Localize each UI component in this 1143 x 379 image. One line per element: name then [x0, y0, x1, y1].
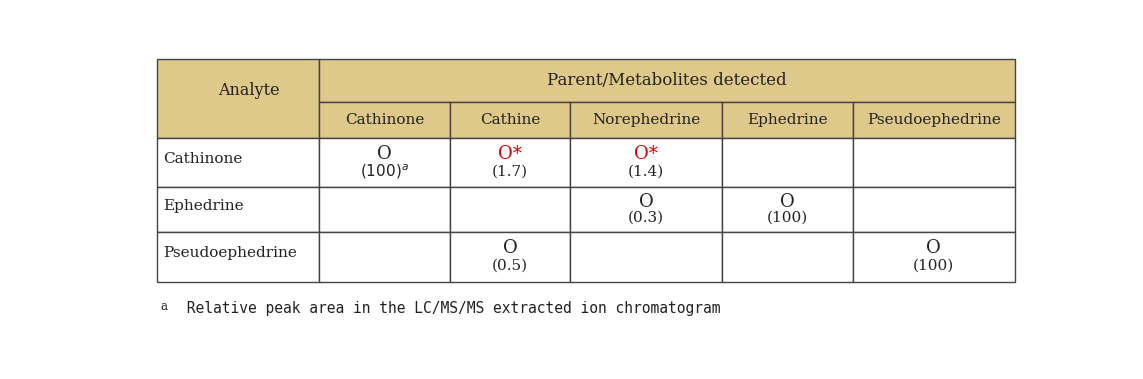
Bar [450, 138, 570, 187]
Bar [853, 232, 1015, 282]
Bar [721, 102, 853, 138]
Text: $(100)^a$: $(100)^a$ [360, 162, 409, 181]
Bar [157, 59, 319, 138]
Text: O*: O* [498, 145, 522, 163]
Text: Ephedrine: Ephedrine [746, 113, 828, 127]
Bar [853, 138, 1015, 187]
Text: Cathinone: Cathinone [163, 152, 242, 166]
Bar [319, 138, 450, 187]
Bar [570, 187, 721, 232]
Text: (1.4): (1.4) [628, 164, 664, 179]
Text: O: O [377, 145, 392, 163]
Bar [450, 102, 570, 138]
Text: O: O [780, 193, 794, 211]
Text: Relative peak area in the LC/MS/MS extracted ion chromatogram: Relative peak area in the LC/MS/MS extra… [178, 301, 720, 316]
Bar [450, 232, 570, 282]
Text: Pseudoephedrine: Pseudoephedrine [866, 113, 1000, 127]
Text: (100): (100) [913, 259, 954, 273]
Bar [157, 187, 319, 232]
Text: (100): (100) [767, 211, 808, 225]
Bar [319, 187, 450, 232]
Bar [157, 232, 319, 282]
Text: Cathine: Cathine [480, 113, 541, 127]
Bar [853, 102, 1015, 138]
Text: O*: O* [634, 145, 658, 163]
Text: O: O [639, 193, 654, 211]
Bar [721, 232, 853, 282]
Bar [570, 102, 721, 138]
Text: O: O [503, 239, 518, 257]
Bar [570, 232, 721, 282]
Bar [853, 187, 1015, 232]
Bar [450, 187, 570, 232]
Bar [570, 138, 721, 187]
Bar [319, 59, 1015, 102]
Text: Parent/Metabolites detected: Parent/Metabolites detected [547, 72, 786, 89]
Text: Pseudoephedrine: Pseudoephedrine [163, 246, 297, 260]
Bar [157, 138, 319, 187]
Text: Analyte: Analyte [218, 82, 280, 99]
Text: a: a [161, 300, 168, 313]
Text: Cathinone: Cathinone [345, 113, 424, 127]
Text: Norephedrine: Norephedrine [592, 113, 700, 127]
Text: (0.3): (0.3) [628, 211, 664, 225]
Text: (0.5): (0.5) [491, 259, 528, 273]
Bar [319, 232, 450, 282]
Text: (1.7): (1.7) [491, 164, 528, 179]
Bar [721, 187, 853, 232]
Text: O: O [926, 239, 941, 257]
Bar [319, 102, 450, 138]
Text: Ephedrine: Ephedrine [163, 199, 243, 213]
Bar [721, 138, 853, 187]
